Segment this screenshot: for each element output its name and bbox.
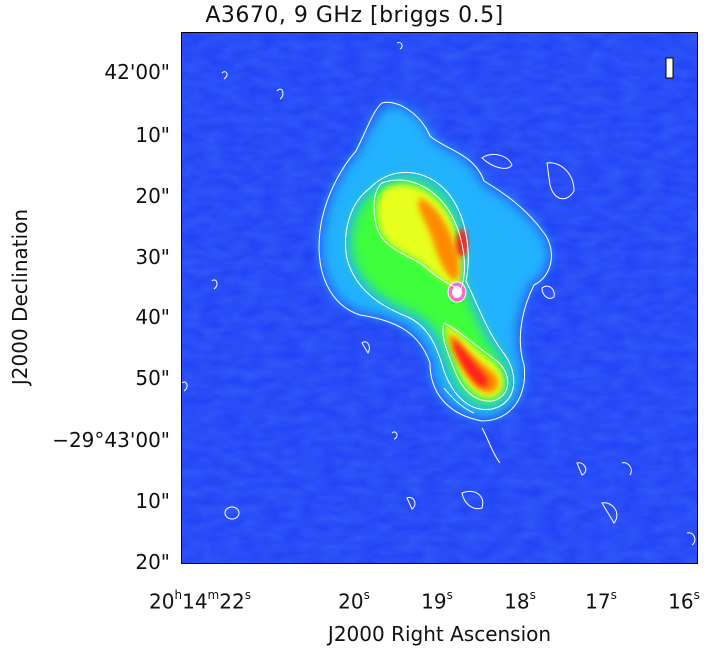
- contour-lines: [182, 42, 696, 546]
- y-tick-label: 30": [135, 245, 170, 269]
- x-tick-label: 19s: [421, 588, 453, 614]
- y-tick-label: 10": [135, 123, 170, 147]
- y-tick-label: 10": [135, 489, 170, 513]
- y-tick-label: 20": [135, 184, 170, 208]
- x-axis-label: J2000 Right Ascension: [327, 622, 552, 646]
- x-tick-label: 20h14m22s: [149, 588, 251, 614]
- y-tick-label: 42'00": [104, 60, 170, 84]
- y-tick-label: 20": [135, 550, 170, 574]
- x-tick-label: 16s: [668, 588, 700, 614]
- radio-image-panel: [181, 32, 698, 564]
- y-tick-label: 50": [135, 366, 170, 390]
- x-tick-label: 17s: [585, 588, 617, 614]
- y-tick-label: −29°43'00": [52, 428, 170, 452]
- image-title: A3670, 9 GHz [briggs 0.5]: [205, 3, 504, 28]
- y-tick-label: 40": [135, 305, 170, 329]
- x-tick-label: 18s: [504, 588, 536, 614]
- beam-marker: [665, 57, 674, 79]
- y-axis-label: J2000 Declination: [8, 208, 32, 386]
- x-tick-label: 20s: [338, 588, 370, 614]
